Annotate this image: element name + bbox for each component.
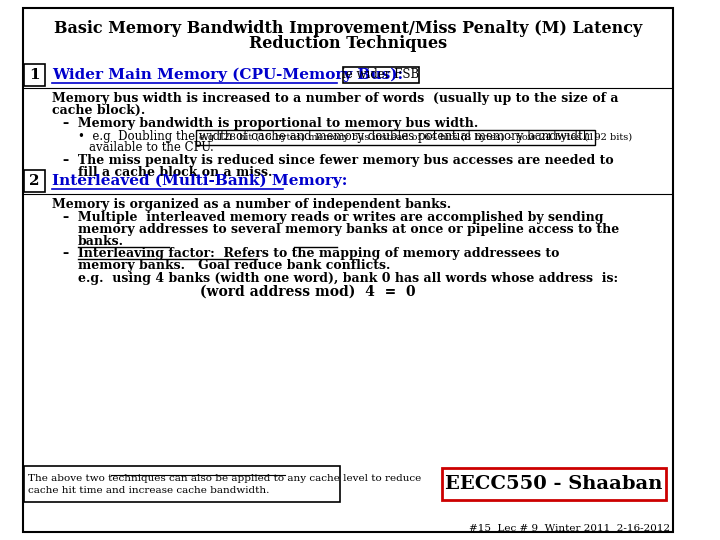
Text: #15  Lec # 9  Winter 2011  2-16-2012: #15 Lec # 9 Winter 2011 2-16-2012 [469, 524, 670, 533]
Text: e.g.  using 4 banks (width one word), bank 0 has all words whose address  is:: e.g. using 4 banks (width one word), ban… [78, 272, 618, 285]
Text: ie wider FSB: ie wider FSB [343, 69, 420, 82]
Text: (word address mod)  4  =  0: (word address mod) 4 = 0 [200, 285, 415, 299]
FancyBboxPatch shape [197, 130, 595, 145]
Text: –  Multiple  interleaved memory reads or writes are accomplished by sending: – Multiple interleaved memory reads or w… [63, 211, 603, 224]
Text: 2: 2 [30, 174, 40, 188]
Text: memory banks.   Goal reduce bank conflicts.: memory banks. Goal reduce bank conflicts… [78, 259, 390, 272]
Text: cache hit time and increase cache bandwidth.: cache hit time and increase cache bandwi… [28, 486, 269, 495]
Text: banks.: banks. [78, 235, 124, 248]
Text: 1: 1 [30, 68, 40, 82]
FancyBboxPatch shape [24, 170, 45, 192]
Text: fill a cache block on a miss.: fill a cache block on a miss. [78, 166, 272, 179]
FancyBboxPatch shape [343, 67, 419, 83]
FancyBboxPatch shape [442, 468, 666, 500]
Text: The above two techniques can also be applied to any cache level to reduce: The above two techniques can also be app… [28, 474, 421, 483]
FancyBboxPatch shape [24, 466, 341, 502]
Text: EECC550 - Shaaban: EECC550 - Shaaban [445, 475, 662, 493]
Text: Memory is organized as a number of independent banks.: Memory is organized as a number of indep… [52, 198, 451, 211]
Text: e.g 128 bit (16 bytes) memory bus instead of 64 bits (8 bytes) – now 24 bytes (1: e.g 128 bit (16 bytes) memory bus instea… [199, 133, 632, 142]
Text: Interleaved (Multi-Bank) Memory:: Interleaved (Multi-Bank) Memory: [52, 174, 348, 188]
Text: memory addresses to several memory banks at once or pipeline access to the: memory addresses to several memory banks… [78, 223, 619, 236]
Text: Basic Memory Bandwidth Improvement/Miss Penalty (M) Latency: Basic Memory Bandwidth Improvement/Miss … [54, 20, 642, 37]
Text: Reduction Techniques: Reduction Techniques [248, 35, 447, 52]
Text: Wider Main Memory (CPU-Memory Bus):: Wider Main Memory (CPU-Memory Bus): [52, 68, 403, 82]
FancyBboxPatch shape [22, 8, 673, 532]
Text: Memory bus width is increased to a number of words  (usually up to the size of a: Memory bus width is increased to a numbe… [52, 92, 618, 105]
Text: available to the CPU.: available to the CPU. [89, 141, 214, 154]
Text: –  Memory bandwidth is proportional to memory bus width.: – Memory bandwidth is proportional to me… [63, 117, 478, 130]
Text: –  The miss penalty is reduced since fewer memory bus accesses are needed to: – The miss penalty is reduced since fewe… [63, 154, 614, 167]
Text: –  Interleaving factor:  Refers to the mapping of memory addressees to: – Interleaving factor: Refers to the map… [63, 247, 559, 260]
Text: •  e.g  Doubling the width of cache and memory doubles potential memory bandwidt: • e.g Doubling the width of cache and me… [78, 130, 590, 143]
Text: cache block).: cache block). [52, 104, 145, 117]
FancyBboxPatch shape [24, 64, 45, 86]
